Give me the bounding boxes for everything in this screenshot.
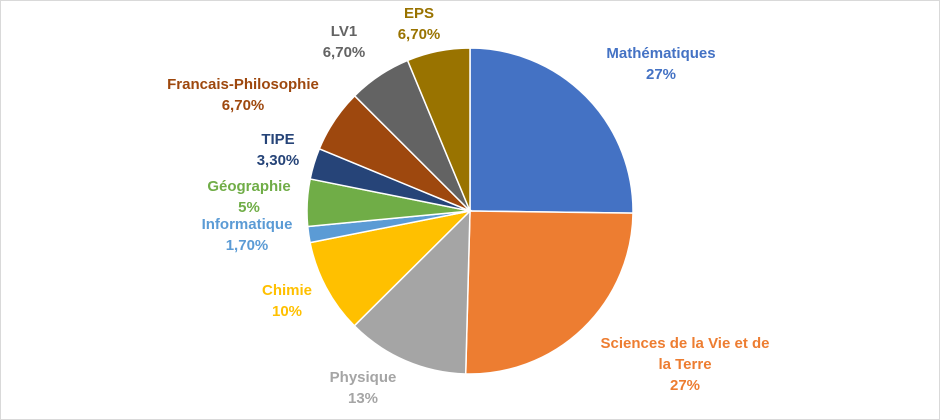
slice-value-label-tipe: 3,30% xyxy=(257,152,300,169)
slice-label-francais-philosophie: Francais-Philosophie xyxy=(167,76,319,93)
pie-slice-physique xyxy=(353,209,471,375)
pie-slice-eps xyxy=(406,47,471,212)
slice-value-label-francais-philosophie: 6,70% xyxy=(222,97,265,114)
slice-label-mathematiques: Mathématiques xyxy=(606,45,715,62)
slice-value-label-informatique: 1,70% xyxy=(226,237,269,254)
slice-value-label-mathematiques: 27% xyxy=(646,66,676,83)
pie-slice-sciences-de-la-vie-et-de-la-terre xyxy=(464,210,634,375)
slice-label-tipe: TIPE xyxy=(261,131,294,148)
slice-value-label-geographie: 5% xyxy=(238,199,260,216)
slice-label-chimie: Chimie xyxy=(262,282,312,299)
slice-label-physique: Physique xyxy=(330,369,397,386)
slice-value-label-sciences-de-la-vie-et-de-la-terre: 27% xyxy=(670,377,700,394)
slice-label-eps: EPS xyxy=(404,5,434,22)
slice-label-sciences-de-la-vie-et-de-la-terre-line-2: la Terre xyxy=(658,356,711,373)
slice-value-label-eps: 6,70% xyxy=(398,26,441,43)
slice-label-sciences-de-la-vie-et-de-la-terre-line-1: Sciences de la Vie et de xyxy=(601,335,770,352)
slice-label-informatique: Informatique xyxy=(202,216,293,233)
pie-slice-mathematiques xyxy=(469,47,634,214)
pie-slice-chimie xyxy=(309,209,473,327)
slice-label-lv1: LV1 xyxy=(331,23,357,40)
slice-label-geographie: Géographie xyxy=(207,178,290,195)
slice-value-label-lv1: 6,70% xyxy=(323,44,366,61)
slice-value-label-chimie: 10% xyxy=(272,303,302,320)
slice-value-label-physique: 13% xyxy=(348,390,378,407)
